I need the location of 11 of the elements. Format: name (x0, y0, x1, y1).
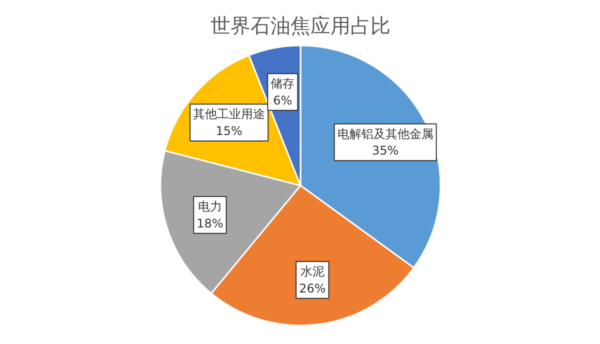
data-label: 6% (273, 93, 292, 108)
chart-title: 世界石油焦应用占比 (210, 14, 390, 38)
slice-label: 电解铝及其他金属 (337, 126, 434, 141)
slice-label: 储存 (270, 76, 295, 91)
data-label: 15% (216, 124, 242, 138)
slice-label: 水泥 (300, 264, 324, 279)
slice-label: 其他工业用途 (193, 107, 266, 122)
data-label: 26% (299, 281, 326, 296)
data-label: 35% (372, 144, 399, 158)
data-label: 18% (196, 216, 224, 230)
slice-label: 电力 (198, 200, 222, 214)
